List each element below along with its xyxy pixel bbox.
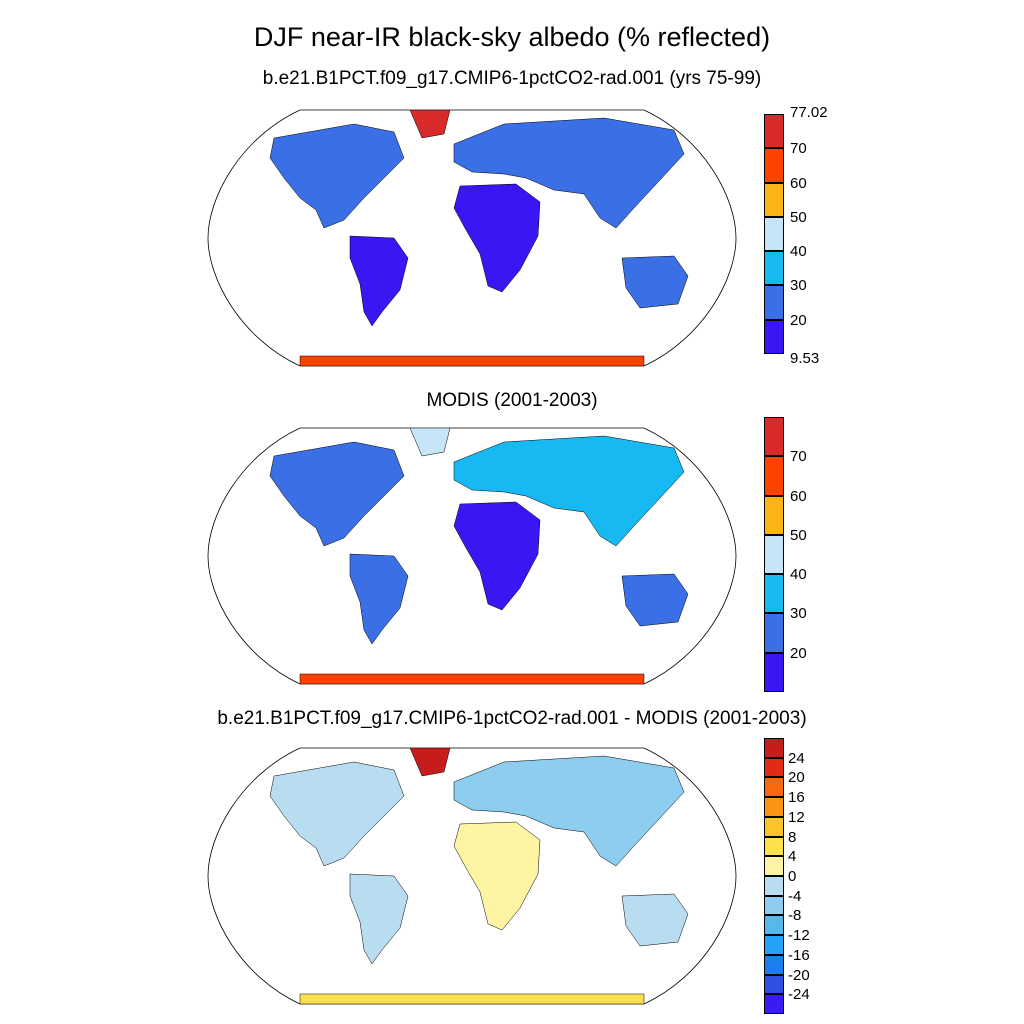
africa-landmass — [453, 501, 541, 611]
australia-landmass — [621, 893, 689, 947]
colorbar-tick-label: 16 — [788, 789, 805, 807]
panel-2-title: MODIS (2001-2003) — [426, 390, 598, 411]
colorbar-tick-label: -12 — [788, 927, 810, 945]
figure-title: DJF near-IR black-sky albedo (% reflecte… — [253, 22, 771, 52]
colorbar-tick-label: 20 — [788, 769, 805, 787]
colorbar-swatch — [764, 856, 784, 876]
colorbar-swatch — [764, 738, 784, 758]
colorbar-swatch — [764, 574, 784, 614]
colorbar-tick-label: 60 — [790, 174, 807, 192]
colorbar-swatch — [764, 417, 784, 457]
north-america-landmass — [269, 761, 405, 867]
australia-landmass — [621, 573, 689, 627]
colorbar-swatch — [764, 876, 784, 896]
south-america-landmass — [349, 553, 409, 645]
colorbar-swatch — [764, 797, 784, 817]
colorbar-tick-label: 9.53 — [790, 350, 820, 367]
australia-landmass — [621, 255, 689, 309]
colorbar-swatch — [764, 495, 784, 535]
colorbar-tick-label: -24 — [788, 986, 810, 1004]
colorbar-swatch — [764, 114, 784, 149]
colorbar-tick-label: 50 — [790, 526, 807, 544]
map-panel-2 — [207, 427, 737, 685]
greenland-landmass — [409, 428, 451, 457]
north-america-landmass — [269, 123, 405, 229]
africa-landmass — [453, 183, 541, 293]
colorbar-swatch — [764, 836, 784, 857]
colorbar-swatch — [764, 816, 784, 837]
colorbar-swatch — [764, 285, 784, 320]
colorbar-swatch — [764, 319, 784, 354]
panel-1-title: b.e21.B1PCT.f09_g17.CMIP6-1pctCO2-rad.00… — [262, 68, 762, 89]
colorbar-swatch — [764, 216, 784, 252]
panel-3-title: b.e21.B1PCT.f09_g17.CMIP6-1pctCO2-rad.00… — [217, 708, 807, 729]
colorbar-tick-label: 30 — [790, 605, 807, 623]
colorbar-tick-label: 77.02 — [790, 104, 828, 121]
africa-landmass — [453, 821, 541, 931]
colorbar-tick-label: 8 — [788, 828, 797, 846]
greenland-landmass — [409, 110, 451, 139]
europe-asia-landmass — [453, 117, 685, 229]
colorbar-swatch — [764, 915, 784, 936]
colorbar-swatch — [764, 251, 784, 286]
colorbar-swatch — [764, 974, 784, 995]
colorbar-tick-label: 12 — [788, 808, 805, 826]
colorbar-tick-label: 20 — [790, 311, 807, 329]
colorbar-tick-label: 50 — [790, 208, 807, 226]
colorbar-tick-label: 0 — [788, 868, 797, 885]
colorbar-panel-2: 20 30 40 50 60 70 — [764, 417, 834, 692]
greenland-landmass — [409, 748, 451, 777]
colorbar-tick-label: -20 — [788, 966, 810, 984]
colorbar-tick-label: -4 — [788, 887, 802, 905]
colorbar-swatch — [764, 148, 784, 183]
colorbar-tick-label: 30 — [790, 277, 807, 295]
colorbar-swatch — [764, 456, 784, 496]
map-panel-1 — [207, 109, 737, 367]
antarctica-landmass — [299, 355, 645, 366]
colorbar-swatch — [764, 777, 784, 798]
colorbar-swatch — [764, 652, 784, 692]
europe-asia-landmass — [453, 435, 685, 547]
colorbar-swatch — [764, 757, 784, 778]
colorbar-tick-label: 40 — [790, 243, 807, 261]
map-panel-3 — [207, 747, 737, 1005]
colorbar-swatch — [764, 954, 784, 975]
europe-asia-landmass — [453, 755, 685, 867]
colorbar-tick-label: 24 — [788, 749, 805, 767]
colorbar-tick-label: 60 — [790, 487, 807, 505]
colorbar-tick-label: 70 — [790, 140, 807, 158]
colorbar-tick-label: -16 — [788, 946, 810, 964]
colorbar-swatch — [764, 613, 784, 653]
colorbar-tick-label: 40 — [790, 566, 807, 584]
colorbar-tick-label: 70 — [790, 448, 807, 466]
colorbar-tick-label: 4 — [788, 848, 797, 866]
colorbar-tick-label: 20 — [790, 644, 807, 662]
antarctica-landmass — [299, 993, 645, 1004]
north-america-landmass — [269, 441, 405, 547]
colorbar-panel-3: 24 20 16 12 8 4 0 -4 -8 -12 -16 -20 -24 — [764, 738, 834, 1014]
colorbar-swatch — [764, 182, 784, 217]
south-america-landmass — [349, 873, 409, 965]
colorbar-swatch — [764, 994, 784, 1014]
colorbar-tick-label: -8 — [788, 907, 802, 925]
colorbar-swatch — [764, 895, 784, 916]
south-america-landmass — [349, 235, 409, 327]
colorbar-swatch — [764, 935, 784, 955]
antarctica-landmass — [299, 673, 645, 684]
colorbar-panel-1: 20 30 40 50 60 70 77.02 9.53 — [764, 105, 834, 366]
colorbar-swatch — [764, 534, 784, 575]
